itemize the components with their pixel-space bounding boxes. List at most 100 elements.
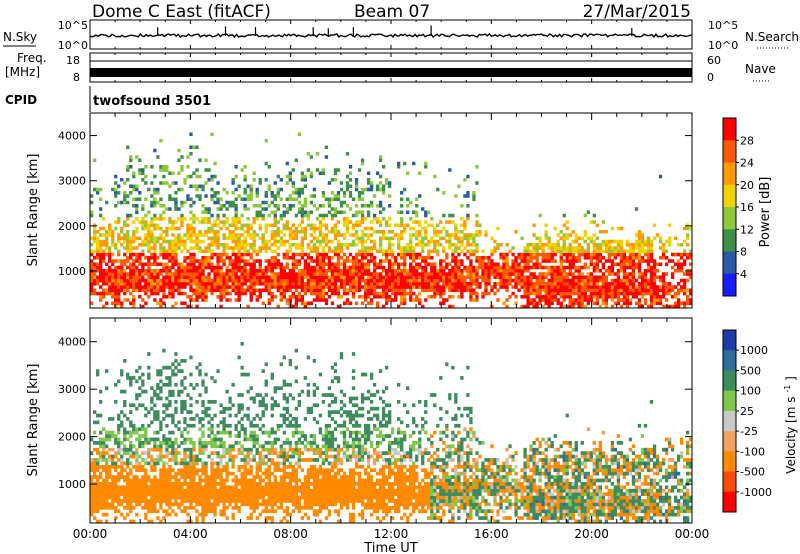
data-cell xyxy=(189,282,193,286)
data-cell xyxy=(159,252,163,257)
data-cell xyxy=(207,282,211,286)
data-cell xyxy=(264,269,268,273)
data-cell xyxy=(451,213,455,218)
data-cell xyxy=(219,252,223,257)
data-cell xyxy=(129,158,133,163)
data-cell xyxy=(580,249,584,254)
data-cell xyxy=(571,275,575,280)
data-cell xyxy=(189,272,193,276)
data-cell xyxy=(108,434,112,438)
data-cell xyxy=(288,288,292,293)
data-cell xyxy=(204,262,208,267)
data-cell xyxy=(667,239,672,244)
data-cell xyxy=(177,362,181,367)
data-cell xyxy=(397,239,401,244)
data-cell xyxy=(577,285,581,289)
data-cell xyxy=(123,285,127,289)
data-cell xyxy=(646,282,651,286)
data-cell xyxy=(619,243,624,247)
data-cell xyxy=(225,285,229,289)
data-cell xyxy=(424,272,428,276)
data-cell xyxy=(153,430,157,435)
data-cell xyxy=(267,262,271,267)
data-cell xyxy=(198,447,202,452)
data-cell xyxy=(381,288,386,293)
data-cell xyxy=(336,239,341,244)
data-cell xyxy=(514,230,518,234)
data-cell xyxy=(363,256,368,260)
data-cell xyxy=(159,475,163,479)
data-cell xyxy=(231,220,235,224)
data-cell xyxy=(102,499,106,503)
data-cell xyxy=(424,213,428,218)
data-cell xyxy=(153,461,157,466)
data-cell xyxy=(369,204,374,208)
data-cell xyxy=(315,252,320,257)
data-cell xyxy=(153,478,157,483)
data-cell xyxy=(324,262,329,267)
data-cell xyxy=(466,213,470,218)
data-cell xyxy=(631,295,636,299)
data-cell xyxy=(463,278,467,283)
data-cell xyxy=(144,492,148,496)
data-cell xyxy=(162,482,166,486)
data-cell xyxy=(562,275,566,280)
data-cell xyxy=(472,243,476,247)
data-cell xyxy=(96,262,100,267)
data-cell xyxy=(595,275,599,280)
data-cell xyxy=(616,272,621,276)
data-cell xyxy=(99,400,103,404)
data-cell xyxy=(637,304,642,309)
data-cell xyxy=(183,447,187,452)
data-cell xyxy=(135,447,139,452)
data-cell xyxy=(219,269,223,273)
data-cell xyxy=(111,461,115,466)
data-cell xyxy=(315,291,320,296)
data-cell xyxy=(144,516,148,520)
data-cell xyxy=(369,239,374,244)
data-cell xyxy=(276,174,280,179)
data-cell xyxy=(168,403,172,408)
data-cell xyxy=(198,492,202,496)
data-cell xyxy=(174,495,178,500)
data-cell xyxy=(619,259,624,263)
data-cell xyxy=(192,461,196,466)
data-cell xyxy=(234,285,238,289)
data-cell xyxy=(195,239,199,244)
data-cell xyxy=(285,262,289,267)
data-cell xyxy=(568,278,572,283)
data-cell xyxy=(505,243,509,247)
data-cell xyxy=(436,239,440,244)
data-cell xyxy=(541,265,545,270)
data-cell xyxy=(481,291,485,296)
data-cell xyxy=(327,269,332,273)
data-cell xyxy=(375,265,380,270)
data-cell xyxy=(108,272,112,276)
data-cell xyxy=(363,204,368,208)
data-cell xyxy=(279,178,283,182)
data-cell xyxy=(153,252,157,257)
data-cell xyxy=(195,265,199,270)
data-cell xyxy=(183,505,187,510)
data-cell xyxy=(117,191,121,195)
data-cell xyxy=(300,220,305,224)
data-cell xyxy=(306,278,311,283)
data-cell xyxy=(174,502,178,507)
data-cell xyxy=(165,509,169,514)
data-cell xyxy=(240,243,244,247)
data-cell xyxy=(469,262,473,267)
data-cell xyxy=(180,223,184,228)
data-cell xyxy=(418,233,422,237)
data-cell xyxy=(436,223,440,228)
data-cell xyxy=(384,272,389,276)
data-cell xyxy=(460,217,464,221)
data-cell xyxy=(511,285,515,289)
data-cell xyxy=(159,262,163,267)
data-cell xyxy=(496,226,500,231)
data-cell xyxy=(336,275,341,280)
data-cell xyxy=(216,272,220,276)
data-cell xyxy=(406,272,410,276)
